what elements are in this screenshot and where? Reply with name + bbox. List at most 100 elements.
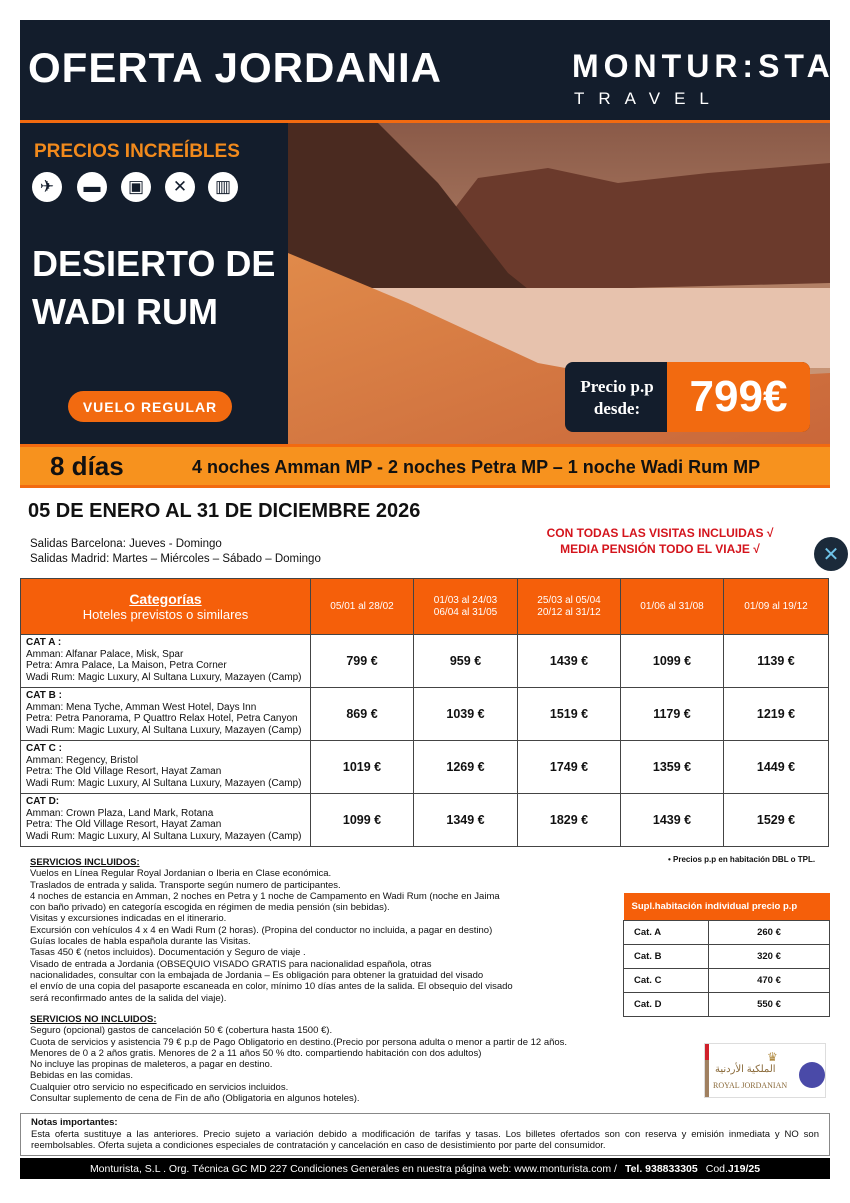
price-cell: 1179 € <box>620 687 724 741</box>
code-value: J19/25 <box>727 1162 761 1175</box>
divider <box>20 120 830 123</box>
price-cell: 1359 € <box>620 740 724 794</box>
price-cell: 1439 € <box>517 634 621 688</box>
footer-phone: Tel. 938833305 <box>624 1162 698 1175</box>
brand-logo: MONTUR:STA <box>572 48 835 84</box>
price-cell: 799 € <box>310 634 414 688</box>
price-value: 799€ <box>667 362 810 432</box>
service-line: el envío de una copia del pasaporte esca… <box>30 981 513 993</box>
hotel-line: Petra: Amra Palace, La Maison, Petra Cor… <box>26 660 227 671</box>
app-icon[interactable]: ✕ <box>814 537 848 571</box>
hotel-line: Wadi Rum: Magic Luxury, Al Sultana Luxur… <box>26 830 302 842</box>
hotel-line: Amman: Mena Tyche, Amman West Hotel, Day… <box>26 701 257 713</box>
supplement-price: 550 € <box>708 991 830 1017</box>
hotel-line: Petra: The Old Village Resort, Hayat Zam… <box>26 766 222 777</box>
supplement-cat: Cat. C <box>623 967 709 993</box>
supplement-row: Cat. B 320 € <box>623 943 830 969</box>
hotel-line: Wadi Rum: Magic Luxury, Al Sultana Luxur… <box>26 724 302 736</box>
period: 20/12 al 31/12 <box>537 606 601 618</box>
royal-jordanian-logo: ♛ ﺍﻟﻤﻠﻜﻴﺔ ﺍﻷﺭﺩﻧﻴﺔ ROYAL JORDANIAN <box>704 1043 826 1098</box>
service-line: No incluye las propinas de maleteros, a … <box>30 1059 273 1071</box>
price-cell: 1449 € <box>723 740 829 794</box>
period: 01/09 al 19/12 <box>744 600 808 612</box>
desert-photo <box>288 123 830 444</box>
hotel-line: Wadi Rum: Magic Luxury, Al Sultana Luxur… <box>26 671 302 683</box>
category-cell: CAT A : Amman: Alfanar Palace, Misk, Spar… <box>20 634 311 688</box>
category-cell: CAT B : Amman: Mena Tyche, Amman West Hot… <box>20 687 311 741</box>
service-line: Traslados de entrada y salida. Transport… <box>30 879 341 891</box>
supplement-price: 470 € <box>708 967 830 993</box>
period: 05/01 al 28/02 <box>330 600 394 612</box>
date-range: 05 DE ENERO AL 31 DE DICIEMBRE 2026 <box>28 500 421 522</box>
days: 8 días <box>50 451 124 481</box>
category-label: CAT B : <box>26 690 62 701</box>
tagline: PRECIOS INCREÍBLES <box>34 141 240 162</box>
bus-icon: ▣ <box>121 172 151 202</box>
departures-madrid: Salidas Madrid: Martes – Miércoles – Sáb… <box>30 553 321 565</box>
service-line: Visado de entrada a Jordania (OBSEQUIO V… <box>30 958 432 970</box>
price-cell: 959 € <box>413 634 518 688</box>
supplement-row: Cat. D 550 € <box>623 991 830 1017</box>
price-cell: 1219 € <box>723 687 829 741</box>
flight-badge: VUELO REGULAR <box>68 391 232 422</box>
category-label: CAT C : <box>26 743 62 754</box>
period-header: 25/03 al 05/04 20/12 al 31/12 <box>517 578 621 635</box>
code-label: Cod. <box>705 1162 728 1175</box>
category-cell: CAT D: Amman: Crown Plaza, Land Mark, Rot… <box>20 793 311 847</box>
hotel-line: Petra: The Old Village Resort, Hayat Zam… <box>26 819 222 830</box>
duration-band <box>20 444 830 488</box>
luggage-icon: ▥ <box>208 172 238 202</box>
hero-panel <box>20 123 288 444</box>
highlight: MEDIA PENSIÓN TODO EL VIAJE √ <box>560 542 760 556</box>
notes-title: Notas importantes: <box>31 1117 118 1128</box>
hotel-line: Amman: Alfanar Palace, Misk, Spar <box>26 648 184 660</box>
single-supplement-table: Supl.habitación individual precio p.p Ca… <box>623 893 830 1017</box>
service-line: Visitas y excursiones indicadas en el it… <box>30 913 227 925</box>
hotel-line: Petra: Petra Panorama, P Quattro Relax H… <box>26 713 298 724</box>
destination-line: WADI RUM <box>32 291 218 332</box>
supplement-row: Cat. A 260 € <box>623 919 830 945</box>
brand-logo-sub: TRAVEL <box>574 89 723 108</box>
price-cell: 1269 € <box>413 740 518 794</box>
service-line: Seguro (opcional) gastos de cancelación … <box>30 1025 333 1037</box>
service-line: Cuota de servicios y asistencia 79 € p.p… <box>30 1036 568 1048</box>
category-label: CAT D: <box>26 796 60 807</box>
notes-text: Esta oferta sustituye a las anteriores. … <box>31 1128 819 1152</box>
period: 01/06 al 31/08 <box>640 600 704 612</box>
service-line: nacionalidades, consultar con la embajad… <box>30 969 484 981</box>
supplement-cat: Cat. B <box>623 943 709 969</box>
price-cell: 1529 € <box>723 793 829 847</box>
service-line: con baño privado) en categoría escogida … <box>30 902 390 914</box>
price-cell: 1099 € <box>310 793 414 847</box>
supplement-price: 320 € <box>708 943 830 969</box>
supplement-row: Cat. C 470 € <box>623 967 830 993</box>
period: 01/03 al 24/03 <box>433 594 498 606</box>
price-label-line: desde: <box>593 399 641 418</box>
destination-title: DESIERTO DE WADI RUM <box>32 240 275 336</box>
supplement-cat: Cat. D <box>623 991 709 1017</box>
period: 25/03 al 05/04 <box>537 594 601 606</box>
supplement-cat: Cat. A <box>623 919 709 945</box>
hotel-line: Amman: Regency, Bristol <box>26 754 139 766</box>
period: 06/04 al 31/05 <box>433 606 498 618</box>
price-cell: 1439 € <box>620 793 724 847</box>
price-label: Precio p.p desde: <box>567 376 667 420</box>
service-line: Consultar suplemento de cena de Fin de a… <box>30 1093 360 1105</box>
bed-icon: ▬ <box>77 172 107 202</box>
footer-text: Monturista, S.L . Org. Técnica GC MD 227… <box>89 1162 617 1175</box>
supplement-title: Supl.habitación individual precio p.p <box>623 893 830 920</box>
service-line: Vuelos en Línea Regular Royal Jordanian … <box>30 868 332 880</box>
table-row: CAT A : Amman: Alfanar Palace, Misk, Spar… <box>20 634 829 688</box>
highlight: CON TODAS LAS VISITAS INCLUIDAS √ <box>546 526 774 540</box>
service-line: Guías locales de habla española durante … <box>30 936 251 948</box>
price-cell: 1139 € <box>723 634 829 688</box>
price-table: Categorías Hoteles previstos o similares … <box>20 578 829 847</box>
period-header: 05/01 al 28/02 <box>310 578 414 635</box>
departures-barcelona: Salidas Barcelona: Jueves - Domingo <box>30 538 222 550</box>
price-cell: 1749 € <box>517 740 621 794</box>
hotel-line: Wadi Rum: Magic Luxury, Al Sultana Luxur… <box>26 777 302 789</box>
service-line: 4 noches de estancia en Amman, 2 noches … <box>30 890 500 902</box>
price-label-line: Precio p.p <box>580 377 654 396</box>
price-cell: 1829 € <box>517 793 621 847</box>
service-line: Bebidas en las comidas. <box>30 1070 133 1082</box>
